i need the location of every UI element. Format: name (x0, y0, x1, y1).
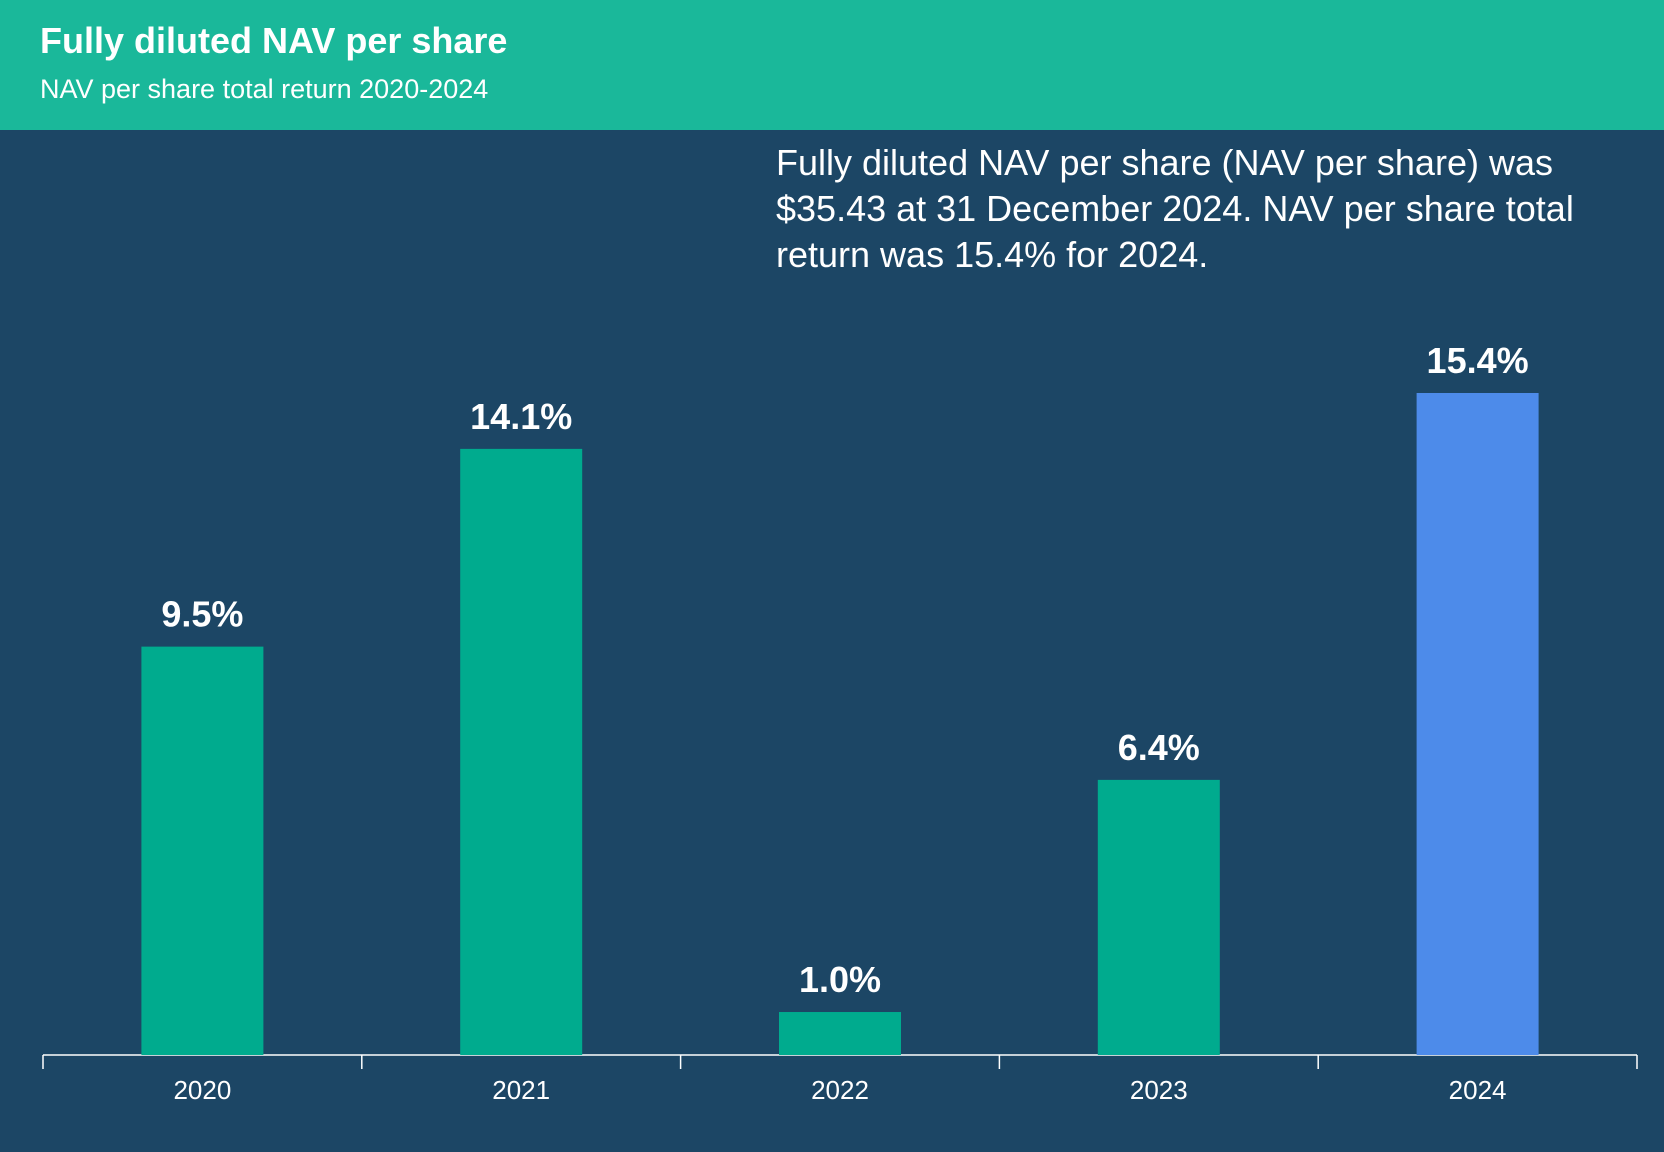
data-label-2023: 6.4% (1118, 727, 1200, 768)
x-tick-label-2021: 2021 (492, 1075, 550, 1105)
bar-2024 (1416, 393, 1539, 1055)
bar-2020 (141, 646, 264, 1055)
data-label-2020: 9.5% (161, 594, 243, 635)
data-label-2021: 14.1% (470, 396, 572, 437)
data-label-2024: 15.4% (1427, 340, 1529, 381)
bar-2023 (1097, 779, 1220, 1055)
bar-2022 (779, 1012, 901, 1055)
header-banner: Fully diluted NAV per share NAV per shar… (0, 0, 1664, 130)
bar-2021 (460, 448, 583, 1055)
x-tick-label-2020: 2020 (173, 1075, 231, 1105)
summary-note: Fully diluted NAV per share (NAV per sha… (776, 142, 1574, 275)
chart-subtitle: NAV per share total return 2020-2024 (40, 74, 489, 104)
x-tick-label-2024: 2024 (1449, 1075, 1507, 1105)
data-label-2022: 1.0% (799, 959, 881, 1000)
x-tick-label-2022: 2022 (811, 1075, 869, 1105)
chart-title: Fully diluted NAV per share (40, 20, 508, 61)
x-tick-label-2023: 2023 (1130, 1075, 1188, 1105)
